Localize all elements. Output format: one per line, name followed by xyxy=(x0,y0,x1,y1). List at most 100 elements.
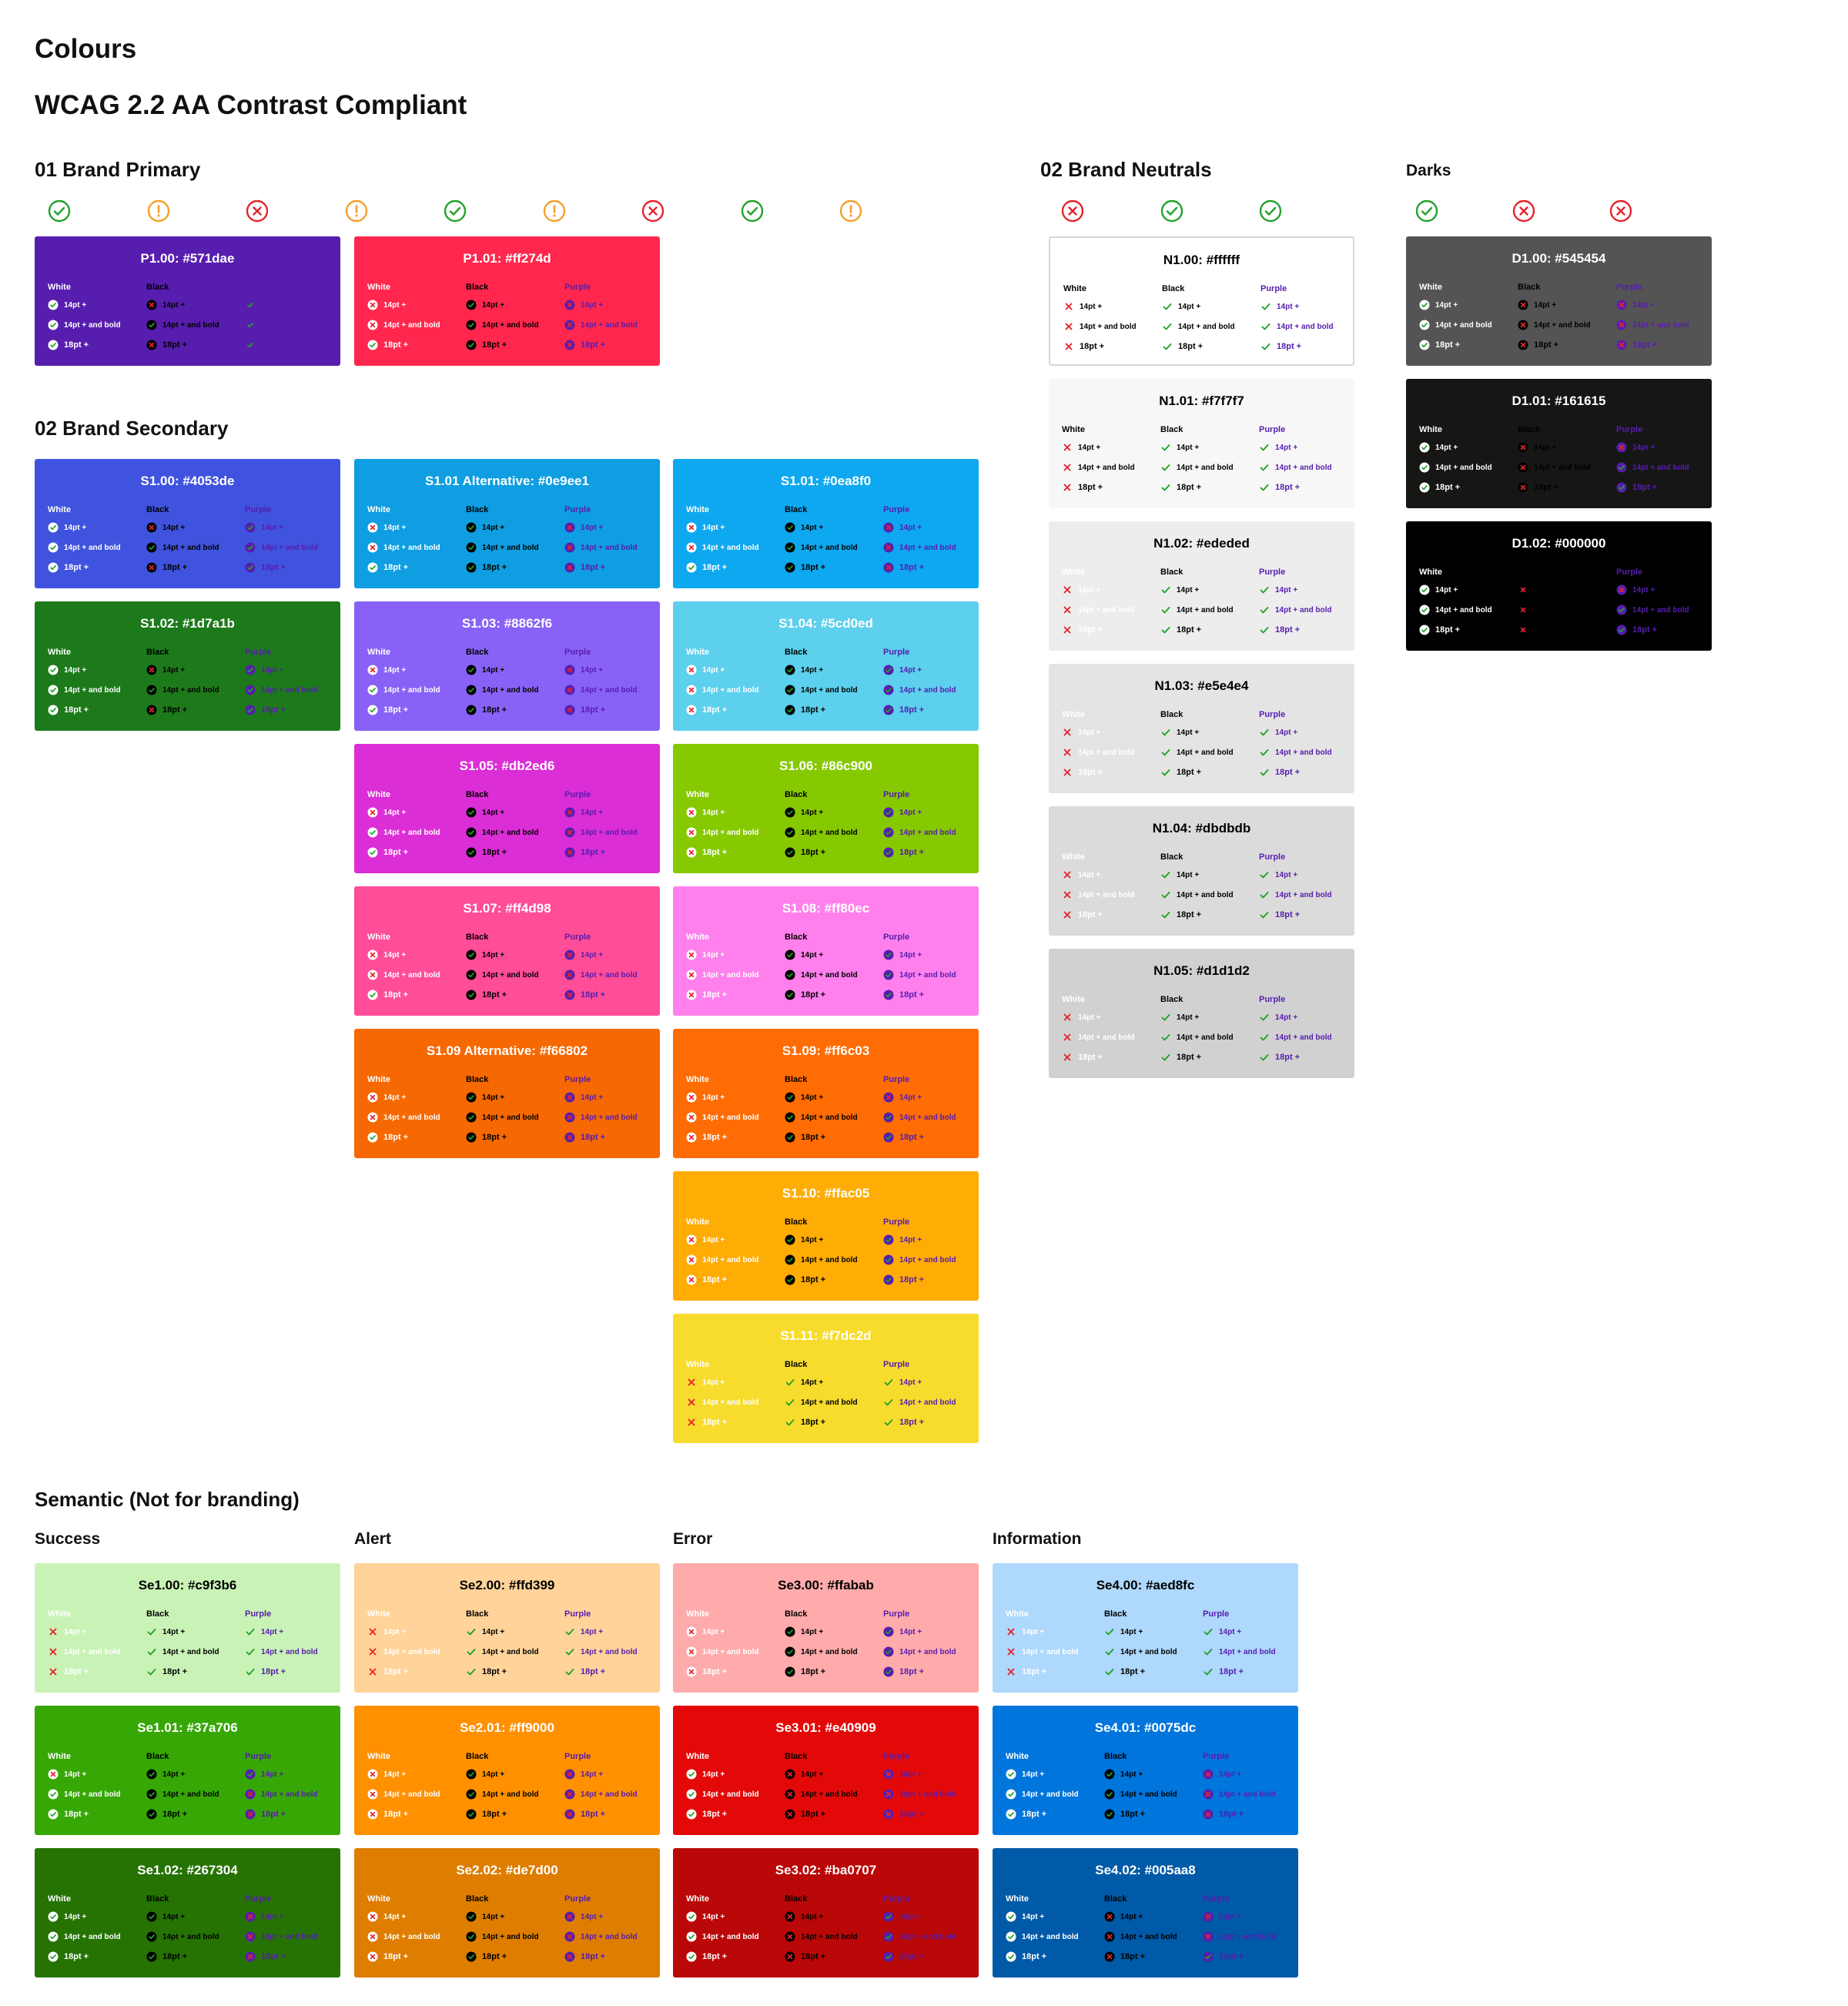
contrast-result-row: 14pt + and bold xyxy=(564,682,638,698)
check-icon xyxy=(883,705,894,715)
text-size-label: 14pt + xyxy=(581,300,604,310)
swatch-title: Se3.02: #ba0707 xyxy=(775,1863,877,1877)
contrast-result-row: 14pt + and bold xyxy=(1006,1787,1079,1802)
check-icon xyxy=(785,1274,795,1285)
cross-icon xyxy=(48,1646,59,1657)
group-title-information: Information xyxy=(993,1530,1082,1548)
column-label: Purple xyxy=(1259,425,1286,434)
contrast-result-row: 18pt + xyxy=(1518,337,1558,353)
check-icon xyxy=(466,562,477,573)
contrast-column-purple: Purple 14pt + 14pt + and bold 18pt + xyxy=(1616,280,1715,350)
text-size-label: 14pt + xyxy=(1177,443,1200,452)
contrast-result-row: 14pt + xyxy=(1259,867,1297,882)
cross-icon xyxy=(1518,320,1528,330)
text-size-label: 14pt + xyxy=(383,1627,407,1636)
contrast-result-row: 18pt + xyxy=(466,1807,507,1822)
contrast-result-row: 14pt + and bold xyxy=(1160,887,1234,903)
text-size-label: 18pt + xyxy=(383,705,409,715)
check-icon xyxy=(785,1234,795,1245)
contrast-column-white: White 14pt + 14pt + and bold 18pt + xyxy=(48,502,146,573)
cross-icon xyxy=(686,705,697,715)
text-size-label: 18pt + xyxy=(383,1810,409,1819)
cross-icon xyxy=(367,522,378,533)
check-icon xyxy=(466,340,477,350)
text-size-label: 18pt + xyxy=(581,990,606,1000)
text-size-label: 14pt + xyxy=(581,808,604,817)
cross-icon xyxy=(564,685,575,695)
contrast-result-row: 14pt + xyxy=(785,662,823,678)
column-label: Black xyxy=(1160,995,1183,1004)
contrast-result-row: 18pt + xyxy=(1162,339,1203,354)
cross-icon xyxy=(1104,1931,1115,1942)
contrast-result-row: 14pt + and bold xyxy=(367,317,440,333)
text-size-label: 14pt + and bold xyxy=(1120,1647,1177,1656)
column-label: Black xyxy=(1160,852,1183,862)
check-icon xyxy=(466,1112,477,1123)
contrast-column-purple: Purple 14pt + 14pt + and bold 18pt + xyxy=(883,929,982,1000)
check-icon xyxy=(883,1234,894,1245)
contrast-result-row: 14pt + xyxy=(466,805,504,820)
text-size-label: 14pt + and bold xyxy=(64,320,121,330)
contrast-result-row: 14pt + xyxy=(1062,582,1100,598)
check-icon xyxy=(245,1626,256,1637)
section-title-brand-primary: 01 Brand Primary xyxy=(35,158,201,181)
swatch-title: S1.05: #db2ed6 xyxy=(459,759,555,773)
contrast-column-purple: Purple 14pt + 14pt + and bold 18pt + xyxy=(245,1606,343,1676)
column-label: Black xyxy=(785,648,808,657)
contrast-result-row: 14pt + xyxy=(1062,440,1100,455)
pass-status-icon xyxy=(1415,199,1438,223)
text-size-label: 18pt + xyxy=(162,1810,188,1819)
contrast-column-purple: Purple 14pt + 14pt + and bold 18pt + xyxy=(1259,849,1358,919)
text-size-label: 18pt + xyxy=(801,1275,826,1284)
cross-icon xyxy=(686,665,697,675)
check-icon xyxy=(785,1417,795,1428)
cross-icon xyxy=(245,1951,256,1962)
check-icon xyxy=(245,685,256,695)
column-label: Purple xyxy=(883,1217,910,1227)
check-icon xyxy=(686,1789,697,1800)
contrast-result-row: 14pt + and bold xyxy=(883,1110,956,1125)
contrast-column-purple: Purple 14pt + 14pt + and bold 18pt + xyxy=(1259,422,1358,492)
text-size-label: 18pt + xyxy=(482,705,507,715)
text-size-label: 14pt + and bold xyxy=(383,1790,440,1799)
check-icon xyxy=(1203,1951,1214,1962)
text-size-label: 18pt + xyxy=(899,1133,925,1142)
contrast-column-black: Black 14pt + 14pt + and bold 18pt + xyxy=(785,1606,883,1677)
color-swatch-card: S1.11: #f7dc2d White 14pt + 14pt + and bold… xyxy=(673,1314,979,1443)
text-size-label: 14pt + and bold xyxy=(581,828,638,837)
column-label: Black xyxy=(146,1752,169,1761)
contrast-result-row: 18pt + xyxy=(466,1664,507,1679)
text-size-label: 14pt + and bold xyxy=(702,1398,759,1407)
text-size-label: 14pt + and bold xyxy=(702,1790,759,1799)
cross-icon xyxy=(367,542,378,553)
contrast-result-row: 14pt + and bold xyxy=(367,1787,440,1802)
check-icon xyxy=(686,562,697,573)
cross-icon xyxy=(564,827,575,838)
text-size-label: 14pt + and bold xyxy=(64,685,121,695)
check-icon xyxy=(785,1626,795,1637)
contrast-column-purple: Purple 14pt + 14pt + and bold 18pt + xyxy=(564,787,663,858)
color-swatch-card: Se4.02: #005aa8 White 14pt + 14pt + and bol… xyxy=(993,1848,1298,1978)
contrast-result-row: 14pt + xyxy=(245,1909,283,1924)
text-size-label: 14pt + xyxy=(482,1093,505,1102)
contrast-result-row: 18pt + xyxy=(1518,480,1558,495)
cross-icon xyxy=(883,542,894,553)
text-size-label: 14pt + xyxy=(1120,1912,1143,1921)
text-size-label: 14pt + and bold xyxy=(1275,463,1332,472)
check-icon xyxy=(883,1626,894,1637)
color-swatch-card: Se3.02: #ba0707 White 14pt + 14pt + and bol… xyxy=(673,1848,979,1978)
cross-icon xyxy=(1104,1911,1115,1922)
text-size-label: 14pt + and bold xyxy=(1534,320,1591,330)
text-size-label: 14pt + xyxy=(1632,443,1656,452)
cross-icon xyxy=(367,807,378,818)
text-size-label: 14pt + and bold xyxy=(702,970,759,980)
section-title-semantic: Semantic (Not for branding) xyxy=(35,1488,300,1511)
check-icon xyxy=(245,522,256,533)
check-icon xyxy=(883,1132,894,1143)
contrast-result-row: 14pt + and bold xyxy=(1062,602,1135,618)
contrast-result-row: 14pt + and bold xyxy=(367,1929,440,1944)
text-size-label: 14pt + xyxy=(1078,728,1101,737)
contrast-result-row: 14pt + and bold xyxy=(1419,317,1492,333)
cross-icon xyxy=(367,1092,378,1103)
check-icon xyxy=(48,1809,59,1820)
